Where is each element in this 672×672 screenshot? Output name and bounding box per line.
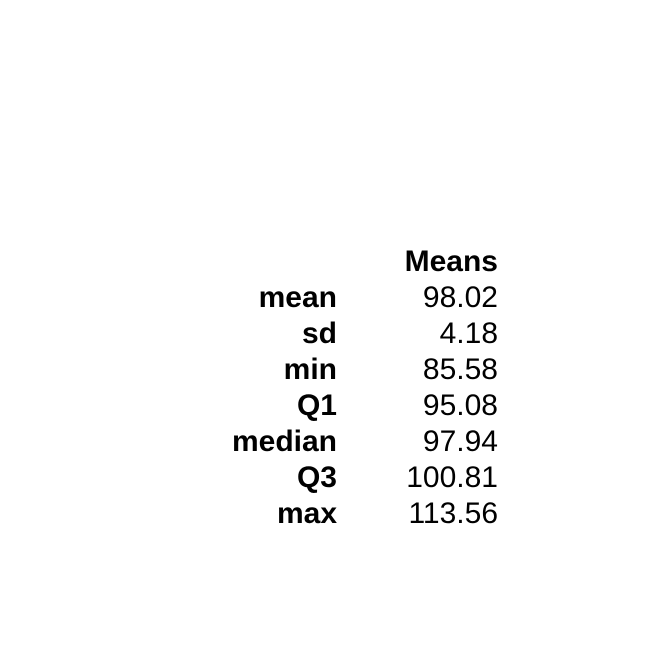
table-row: Q3 100.81 — [190, 460, 498, 496]
table-row: max 113.56 — [190, 496, 498, 532]
row-label-median: median — [231, 425, 337, 458]
summary-stats-table: Means mean 98.02 sd 4.18 min 85.58 Q1 95… — [190, 244, 498, 532]
table-row: min 85.58 — [190, 352, 498, 388]
row-value-q3: 100.81 — [406, 461, 498, 494]
row-value-sd: 4.18 — [439, 317, 498, 350]
row-label-max: max — [276, 497, 337, 530]
row-label-sd: sd — [301, 317, 337, 350]
table-row: Q1 95.08 — [190, 388, 498, 424]
row-label-q3: Q3 — [296, 461, 337, 494]
row-label-mean: mean — [258, 281, 337, 314]
row-label-q1: Q1 — [296, 389, 337, 422]
table-row: mean 98.02 — [190, 280, 498, 316]
row-value-max: 113.56 — [408, 497, 498, 530]
header-empty-cell — [190, 244, 337, 280]
row-value-mean: 98.02 — [422, 281, 498, 314]
row-label-min: min — [283, 353, 337, 386]
table-header-row: Means — [190, 244, 498, 280]
row-value-min: 85.58 — [422, 353, 498, 386]
row-value-q1: 95.08 — [422, 389, 498, 422]
row-value-median: 97.94 — [422, 425, 498, 458]
table-row: sd 4.18 — [190, 316, 498, 352]
column-header-means: Means — [404, 245, 498, 278]
table-row: median 97.94 — [190, 424, 498, 460]
